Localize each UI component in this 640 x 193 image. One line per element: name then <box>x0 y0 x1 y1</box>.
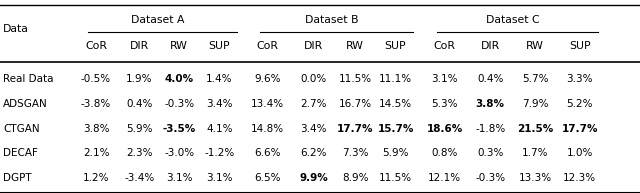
Text: 21.5%: 21.5% <box>517 124 553 134</box>
Text: 12.1%: 12.1% <box>428 173 461 183</box>
Text: -0.3%: -0.3% <box>164 99 195 109</box>
Text: DIR: DIR <box>481 41 500 51</box>
Text: -3.5%: -3.5% <box>163 124 196 134</box>
Text: 1.4%: 1.4% <box>206 74 233 84</box>
Text: 5.9%: 5.9% <box>382 148 409 158</box>
Text: Data: Data <box>3 25 29 34</box>
Text: 13.3%: 13.3% <box>518 173 552 183</box>
Text: 11.5%: 11.5% <box>379 173 412 183</box>
Text: -0.3%: -0.3% <box>475 173 506 183</box>
Text: Dataset C: Dataset C <box>486 15 539 25</box>
Text: 3.8%: 3.8% <box>83 124 109 134</box>
Text: SUP: SUP <box>569 41 591 51</box>
Text: -1.2%: -1.2% <box>204 148 235 158</box>
Text: 7.9%: 7.9% <box>522 99 548 109</box>
Text: 4.1%: 4.1% <box>206 124 233 134</box>
Text: 0.8%: 0.8% <box>431 148 458 158</box>
Text: CTGAN: CTGAN <box>3 124 40 134</box>
Text: 11.1%: 11.1% <box>379 74 412 84</box>
Text: Dataset A: Dataset A <box>131 15 184 25</box>
Text: ADSGAN: ADSGAN <box>3 99 48 109</box>
Text: 1.7%: 1.7% <box>522 148 548 158</box>
Text: 14.5%: 14.5% <box>379 99 412 109</box>
Text: 2.3%: 2.3% <box>126 148 153 158</box>
Text: 6.2%: 6.2% <box>300 148 327 158</box>
Text: Real Data: Real Data <box>3 74 54 84</box>
Text: RW: RW <box>346 41 364 51</box>
Text: 5.3%: 5.3% <box>431 99 458 109</box>
Text: SUP: SUP <box>209 41 230 51</box>
Text: 6.6%: 6.6% <box>254 148 281 158</box>
Text: 0.4%: 0.4% <box>126 99 153 109</box>
Text: CoR: CoR <box>257 41 278 51</box>
Text: RW: RW <box>170 41 188 51</box>
Text: -3.8%: -3.8% <box>81 99 111 109</box>
Text: -1.8%: -1.8% <box>475 124 506 134</box>
Text: 1.9%: 1.9% <box>126 74 153 84</box>
Text: 3.4%: 3.4% <box>206 99 233 109</box>
Text: DGPT: DGPT <box>3 173 32 183</box>
Text: 9.9%: 9.9% <box>300 173 328 183</box>
Text: 13.4%: 13.4% <box>251 99 284 109</box>
Text: SUP: SUP <box>385 41 406 51</box>
Text: 17.7%: 17.7% <box>337 124 374 134</box>
Text: -0.5%: -0.5% <box>81 74 111 84</box>
Text: DECAF: DECAF <box>3 148 38 158</box>
Text: 17.7%: 17.7% <box>561 124 598 134</box>
Text: CoR: CoR <box>434 41 456 51</box>
Text: 14.8%: 14.8% <box>251 124 284 134</box>
Text: 5.9%: 5.9% <box>126 124 153 134</box>
Text: -3.0%: -3.0% <box>164 148 195 158</box>
Text: Dataset B: Dataset B <box>305 15 358 25</box>
Text: 9.6%: 9.6% <box>254 74 281 84</box>
Text: 8.9%: 8.9% <box>342 173 369 183</box>
Text: 2.7%: 2.7% <box>300 99 327 109</box>
Text: 3.1%: 3.1% <box>166 173 193 183</box>
Text: 11.5%: 11.5% <box>339 74 372 84</box>
Text: DIR: DIR <box>130 41 149 51</box>
Text: RW: RW <box>526 41 544 51</box>
Text: 3.1%: 3.1% <box>431 74 458 84</box>
Text: 7.3%: 7.3% <box>342 148 369 158</box>
Text: 0.3%: 0.3% <box>477 148 504 158</box>
Text: 0.0%: 0.0% <box>300 74 327 84</box>
Text: CoR: CoR <box>85 41 107 51</box>
Text: 1.0%: 1.0% <box>566 148 593 158</box>
Text: 6.5%: 6.5% <box>254 173 281 183</box>
Text: 2.1%: 2.1% <box>83 148 109 158</box>
Text: 3.4%: 3.4% <box>300 124 327 134</box>
Text: DIR: DIR <box>304 41 323 51</box>
Text: 15.7%: 15.7% <box>378 124 413 134</box>
Text: 3.1%: 3.1% <box>206 173 233 183</box>
Text: 4.0%: 4.0% <box>164 74 194 84</box>
Text: 1.2%: 1.2% <box>83 173 109 183</box>
Text: -3.4%: -3.4% <box>124 173 155 183</box>
Text: 18.6%: 18.6% <box>427 124 463 134</box>
Text: 3.3%: 3.3% <box>566 74 593 84</box>
Text: 16.7%: 16.7% <box>339 99 372 109</box>
Text: 5.7%: 5.7% <box>522 74 548 84</box>
Text: 5.2%: 5.2% <box>566 99 593 109</box>
Text: 12.3%: 12.3% <box>563 173 596 183</box>
Text: 3.8%: 3.8% <box>476 99 505 109</box>
Text: 0.4%: 0.4% <box>477 74 504 84</box>
